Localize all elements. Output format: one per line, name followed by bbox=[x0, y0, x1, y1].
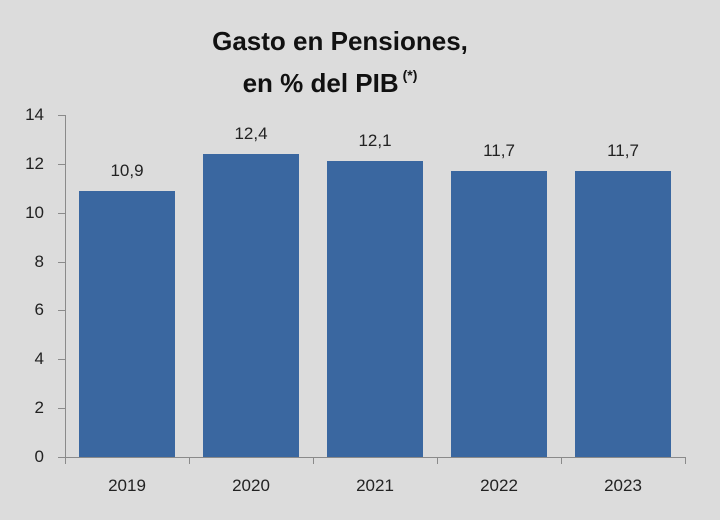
x-tick bbox=[65, 457, 66, 464]
chart-title-line2: en % del PIB (*) bbox=[0, 58, 660, 100]
y-tick bbox=[58, 408, 65, 410]
chart-title: Gasto en Pensiones, en % del PIB (*) bbox=[0, 24, 660, 100]
x-axis bbox=[58, 457, 686, 458]
x-tick-label: 2022 bbox=[480, 476, 518, 495]
y-tick-label: 10 bbox=[25, 202, 44, 222]
x-tick-label: 2021 bbox=[356, 476, 394, 495]
y-tick-label: 12 bbox=[25, 153, 44, 173]
bar-2023 bbox=[575, 171, 671, 457]
x-tick bbox=[437, 457, 438, 464]
y-tick-label: 14 bbox=[25, 105, 44, 124]
x-tick bbox=[685, 457, 686, 464]
footnote-marker: (*) bbox=[402, 67, 418, 83]
y-tick-label: 4 bbox=[34, 349, 44, 369]
y-tick bbox=[58, 163, 65, 165]
y-tick bbox=[58, 212, 65, 214]
y-tick-label: 0 bbox=[34, 447, 44, 466]
value-label: 12,4 bbox=[234, 124, 268, 144]
y-tick bbox=[58, 359, 65, 361]
x-tick bbox=[561, 457, 562, 464]
y-axis bbox=[65, 115, 66, 458]
y-tick bbox=[58, 115, 65, 116]
bar-2020 bbox=[203, 154, 299, 457]
value-label: 10,9 bbox=[110, 160, 144, 180]
y-tick-label: 6 bbox=[34, 300, 44, 320]
bar-2019 bbox=[79, 190, 175, 457]
value-label: 12,1 bbox=[358, 131, 392, 151]
y-tick-label: 8 bbox=[34, 251, 44, 271]
y-tick bbox=[58, 457, 65, 458]
chart-title-text: en % del PIB bbox=[242, 68, 399, 98]
y-tick-label: 2 bbox=[34, 398, 44, 418]
x-tick bbox=[189, 457, 190, 464]
x-tick-label: 2019 bbox=[108, 476, 146, 495]
x-tick bbox=[313, 457, 314, 464]
value-label: 11,7 bbox=[483, 141, 515, 161]
value-label: 11,7 bbox=[607, 141, 639, 161]
x-tick-label: 2023 bbox=[604, 476, 642, 495]
bar-2021 bbox=[327, 161, 423, 457]
bar-2022 bbox=[451, 171, 547, 457]
chart-title-line1: Gasto en Pensiones, bbox=[212, 26, 468, 56]
x-tick-label: 2020 bbox=[232, 476, 270, 495]
y-tick bbox=[58, 261, 65, 263]
y-tick bbox=[58, 310, 65, 312]
